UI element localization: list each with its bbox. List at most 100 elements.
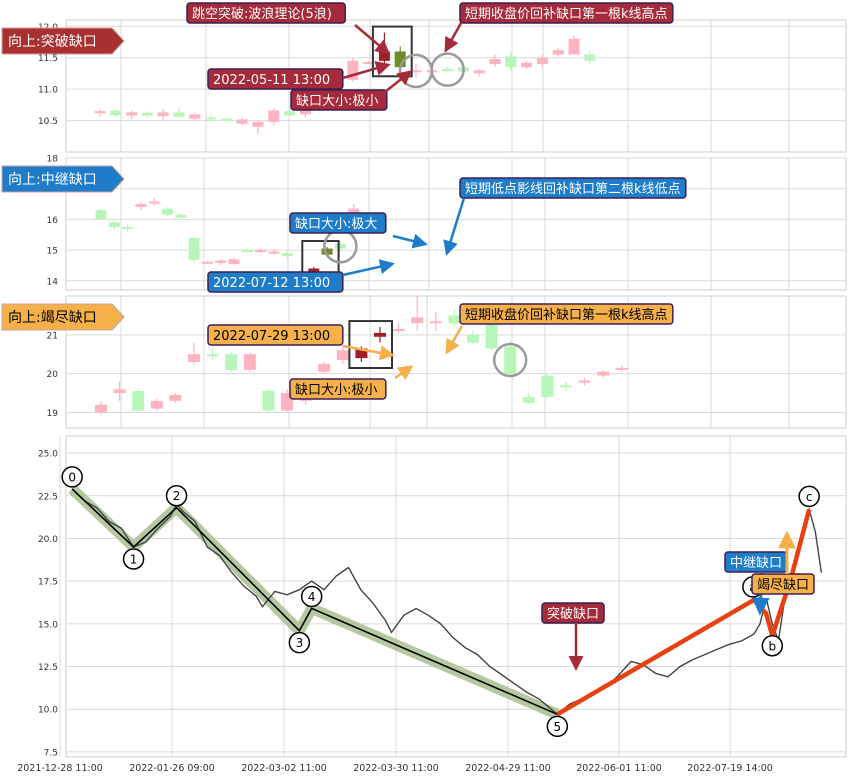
candle <box>110 109 122 118</box>
candle <box>541 373 554 399</box>
candle <box>584 51 596 64</box>
candle <box>188 342 200 364</box>
candle-body <box>157 112 169 117</box>
panel-frame <box>65 19 847 153</box>
candle-body <box>262 391 275 411</box>
gap-date-label-box <box>207 271 344 293</box>
gap-fill-label-text: 短期收盘价回补缺口第一根k线高点 <box>465 307 668 323</box>
x-tick-label: 2022-01-26 09:00 <box>129 763 215 774</box>
y-tick-label: 11.5 <box>38 54 58 64</box>
candle-body <box>108 222 120 228</box>
gap-box <box>348 320 393 370</box>
gap-date-label: 2022-07-12 13:00 <box>207 271 344 293</box>
gap-box <box>371 25 413 78</box>
candle <box>215 259 227 265</box>
gap-size-label: 缺口大小:极小 <box>290 89 388 111</box>
wave-point-circle <box>165 484 188 507</box>
candle <box>173 108 185 118</box>
x-tick-label: 2021-12-28 11:00 <box>17 763 103 774</box>
candle <box>374 327 386 343</box>
x-tick-label: 2022-03-30 11:00 <box>353 763 439 774</box>
candle-body <box>334 243 346 249</box>
y-tick-label: 11.0 <box>38 86 58 96</box>
y-tick-label: 15 <box>47 247 58 257</box>
gap-date-label-text: 2022-05-11 13:00 <box>213 73 330 88</box>
main-frame <box>65 435 847 758</box>
gap-type-tag-shape <box>1 27 125 55</box>
candle-body <box>485 323 498 349</box>
wave-point-4: 4 <box>300 585 323 608</box>
candle-body <box>410 70 422 73</box>
theory-label-box <box>186 2 346 24</box>
candle <box>318 362 331 374</box>
candle-body <box>429 321 442 324</box>
x-tick-label: 2022-06-01 11:00 <box>576 763 662 774</box>
impulse-point-label: b <box>768 639 776 653</box>
gap-size-label-text: 缺口大小:极小 <box>296 94 378 109</box>
x-tick-label: 2022-04-29 11:00 <box>465 763 551 774</box>
gap-type-tag-shape <box>1 165 125 193</box>
candle-body <box>281 253 293 257</box>
candle <box>225 352 238 372</box>
gap-fill-label: 短期收盘价回补缺口第一根k线高点 <box>459 303 674 325</box>
candle <box>113 381 126 401</box>
gap-type-tag-text: 向上:竭尽缺口 <box>8 310 97 326</box>
candle-body <box>236 119 248 124</box>
candle-body <box>394 51 406 68</box>
callout-arrow <box>443 197 466 256</box>
candle-body <box>169 395 182 401</box>
candle <box>205 115 217 122</box>
candle-body <box>243 354 256 370</box>
candles <box>95 296 628 415</box>
impulse-point-label: c <box>806 490 813 504</box>
candle-body <box>536 57 548 64</box>
candle <box>150 398 163 411</box>
wave-point-label: 4 <box>308 590 316 604</box>
candle <box>201 260 213 264</box>
breakout-gap-label: 突破缺口 <box>541 602 605 624</box>
candle-body <box>299 108 311 115</box>
candle <box>122 224 134 232</box>
candle <box>411 296 424 331</box>
candle-body <box>252 121 264 127</box>
wave-point-label: 0 <box>68 470 76 484</box>
callout-arrow <box>444 22 463 53</box>
gap-type-tag: 向上:突破缺口 <box>1 27 125 55</box>
candle-body <box>268 110 280 122</box>
wave-point-label: 5 <box>554 720 562 734</box>
candle-body <box>584 54 596 61</box>
gap-size-label-box <box>290 89 388 111</box>
candle <box>429 311 442 331</box>
candle <box>132 389 145 413</box>
gap-date-label-box <box>207 68 344 90</box>
breakout-gap-label-text: 突破缺口 <box>547 606 599 622</box>
candle <box>262 389 275 413</box>
gap-type-tag-text: 向上:中继缺口 <box>8 172 97 188</box>
wave-point-circle <box>546 715 569 738</box>
candle-body <box>318 363 331 372</box>
candle-body <box>321 248 333 255</box>
callout-arrow <box>342 259 395 277</box>
candle-body <box>284 111 296 116</box>
candle-body <box>122 227 134 230</box>
candle <box>568 35 580 55</box>
callout-arrow <box>392 233 428 249</box>
candle <box>169 393 182 403</box>
gap-type-tag-text: 向上:突破缺口 <box>8 34 97 50</box>
candle-body <box>489 58 501 64</box>
candle <box>363 60 375 65</box>
candle <box>148 197 160 206</box>
candle-body <box>148 201 160 204</box>
wave-point-circle <box>300 585 323 608</box>
gap-type-tag: 向上:竭尽缺口 <box>1 303 125 331</box>
impulse-point-b: b <box>761 635 784 657</box>
exhaustion-gap-label-text: 竭尽缺口 <box>757 578 809 593</box>
callout-arrow <box>384 70 413 93</box>
candle <box>281 251 293 260</box>
candle <box>504 340 517 378</box>
gap-size-label-box <box>289 212 387 234</box>
wave-point-circle <box>61 466 83 488</box>
callout-arrow <box>342 344 395 361</box>
candle-body <box>110 110 122 116</box>
